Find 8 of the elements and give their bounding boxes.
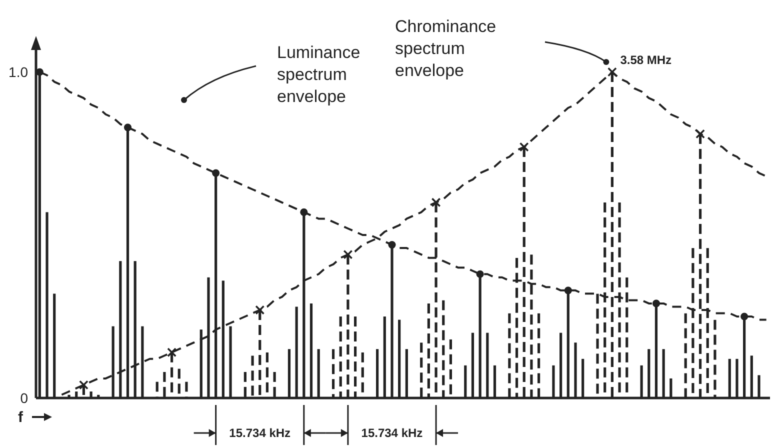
y-tick-label: 1.0 xyxy=(8,64,28,80)
text: 3.58 MHz xyxy=(620,53,672,67)
text: 15.734 kHz xyxy=(361,426,423,440)
x-axis-title: f xyxy=(18,409,24,426)
annotation: Chrominance spectrum envelope xyxy=(395,17,496,80)
text: 15.734 kHz xyxy=(229,426,291,440)
annotation: Luminance spectrum envelope xyxy=(277,43,360,106)
y-tick-label: 0 xyxy=(20,390,28,406)
